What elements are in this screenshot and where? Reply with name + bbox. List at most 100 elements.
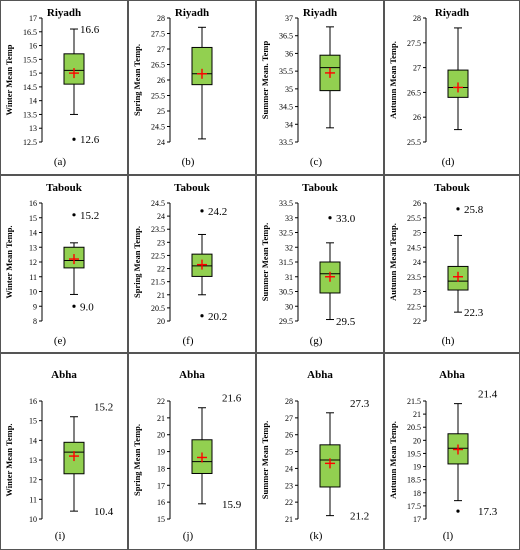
y-tick-label: 16.5 [23,28,37,37]
panel-frame [128,175,256,353]
value-annotation: 21.6 [222,393,242,405]
y-tick-label: 18 [157,464,165,473]
y-tick-label: 23.5 [151,225,165,234]
y-tick-label: 12 [29,476,37,485]
y-tick-label: 15.5 [23,55,37,64]
value-annotation: 17.3 [478,506,498,518]
panel-title: Abha [51,369,77,381]
y-tick-label: 19.5 [407,449,421,458]
value-annotation: 25.8 [464,204,484,216]
value-annotation: 15.9 [222,499,242,511]
y-tick-label: 14 [29,229,37,238]
y-tick-label: 23 [285,481,293,490]
value-annotation: 15.2 [80,210,99,222]
y-axis-label: Winter Mean Temp [4,44,14,115]
y-axis-label: Spring Mean Temp. [132,226,142,298]
value-annotation: 27.3 [350,398,370,410]
outlier-point [456,207,460,211]
y-tick-label: 20.5 [407,423,421,432]
y-tick-label: 34 [285,120,293,129]
panel-title: Abha [179,369,205,381]
panel-title: Riyadh [435,7,469,19]
y-axis-label: Summer Mean Temp. [260,223,270,301]
y-tick-label: 17.5 [407,502,421,511]
panel-frame [384,175,520,353]
y-tick-label: 23 [413,288,421,297]
y-tick-label: 32.5 [279,229,293,238]
panel-title: Riyadh [175,7,209,19]
y-tick-label: 28 [285,397,293,406]
panel-title: Tabouk [46,182,83,194]
y-tick-label: 24 [157,138,165,147]
y-axis-label: Autumn Mean Temp. [388,41,398,119]
y-tick-label: 36 [285,49,293,58]
value-annotation: 20.2 [208,311,227,323]
y-tick-label: 28 [413,14,421,23]
y-tick-label: 33.5 [279,138,293,147]
y-tick-label: 36.5 [279,32,293,41]
y-tick-label: 33.5 [279,199,293,208]
y-tick-label: 26.5 [151,61,165,70]
y-tick-label: 21 [157,414,165,423]
outlier-point [200,209,204,213]
y-tick-label: 34.5 [279,103,293,112]
value-annotation: 16.6 [80,24,100,36]
y-tick-label: 17 [413,515,421,524]
y-tick-label: 18 [413,489,421,498]
y-tick-label: 28 [157,14,165,23]
panel-frame [256,0,384,175]
y-tick-label: 27.5 [407,39,421,48]
outlier-point [72,137,76,141]
outlier-point [200,314,204,318]
y-tick-label: 25 [413,229,421,238]
panel-label: (e) [54,335,67,347]
value-annotation: 22.3 [464,307,484,319]
outlier-point [328,216,332,220]
y-tick-label: 35 [285,85,293,94]
y-tick-label: 16 [29,397,37,406]
y-tick-label: 14.5 [23,83,37,92]
panel-label: (h) [442,335,455,347]
y-tick-label: 31 [285,273,293,282]
y-tick-label: 29.5 [279,317,293,326]
y-tick-label: 21 [157,291,165,300]
panel-label: (c) [310,156,323,168]
panel-frame [128,0,256,175]
value-annotation: 12.6 [80,134,100,146]
value-annotation: 21.2 [350,511,369,523]
y-tick-label: 33 [285,214,293,223]
panel-label: (i) [55,530,66,542]
y-tick-label: 26 [413,199,421,208]
y-tick-label: 24 [157,212,165,221]
y-tick-label: 15 [29,417,37,426]
y-tick-label: 24 [285,464,293,473]
y-tick-label: 22.5 [151,251,165,260]
y-axis-label: Spring Mean Temp. [132,424,142,496]
y-tick-label: 13.5 [23,110,37,119]
outlier-point [72,213,76,217]
panel-label: (b) [182,156,195,168]
y-tick-label: 21.5 [151,278,165,287]
y-tick-label: 15 [29,214,37,223]
y-tick-label: 27 [157,45,165,54]
panel-label: (k) [310,530,323,542]
panel-label: (a) [54,156,67,168]
panel-title: Tabouk [302,182,339,194]
y-tick-label: 14 [29,97,37,106]
y-tick-label: 21.5 [407,397,421,406]
value-annotation: 33.0 [336,213,356,225]
y-axis-label: Spring Mean Temp. [132,44,142,116]
panel-label: (l) [443,530,454,542]
y-tick-label: 14 [29,436,37,445]
y-tick-label: 9 [33,302,37,311]
panel-title: Tabouk [434,182,471,194]
y-tick-label: 20 [413,436,421,445]
y-tick-label: 27.5 [151,30,165,39]
y-tick-label: 17 [29,14,37,23]
panel-frame [256,175,384,353]
panel-title: Abha [307,369,333,381]
y-tick-label: 22 [157,265,165,274]
box-iqr [191,46,213,86]
panel-title: Riyadh [303,7,337,19]
